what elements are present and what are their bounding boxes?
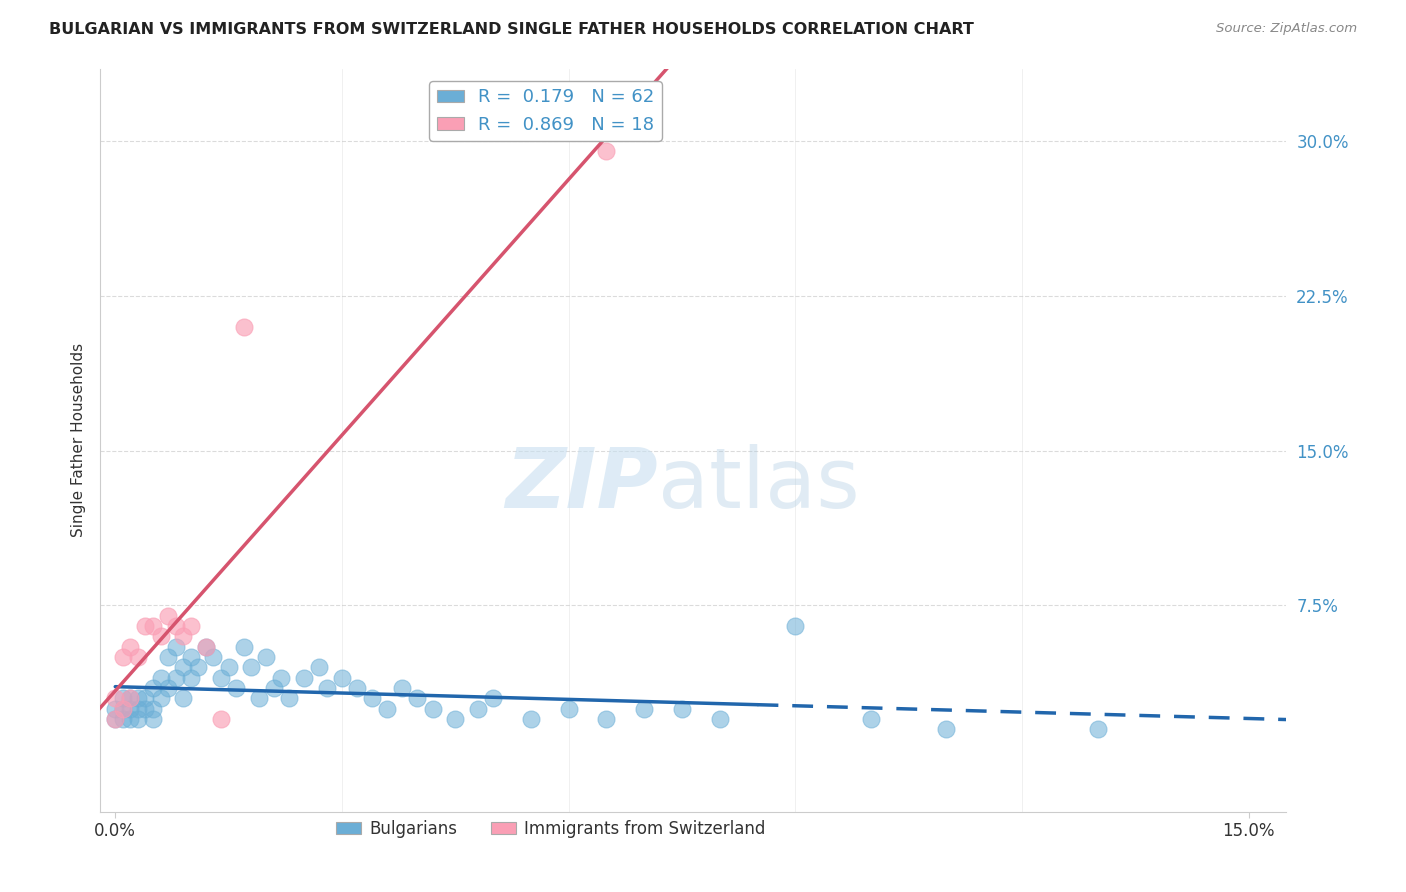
Point [330, 671, 353, 685]
Point [149, 671, 172, 685]
Point [785, 619, 807, 633]
Point [232, 640, 254, 654]
Point [202, 650, 225, 665]
Point [278, 691, 301, 706]
Point [157, 650, 180, 665]
Point [292, 671, 315, 685]
Point [165, 671, 187, 685]
Point [104, 691, 127, 706]
Text: Source: ZipAtlas.com: Source: ZipAtlas.com [1216, 22, 1357, 36]
Point [247, 691, 270, 706]
Point [361, 691, 384, 706]
Point [127, 701, 149, 715]
Point [127, 691, 149, 706]
Point [180, 671, 202, 685]
Point [180, 650, 202, 665]
Point [671, 701, 693, 715]
Point [595, 712, 617, 726]
Point [375, 701, 398, 715]
Point [111, 650, 134, 665]
Point [194, 640, 217, 654]
Y-axis label: Single Father Households: Single Father Households [72, 343, 86, 537]
Point [120, 701, 142, 715]
Point [104, 712, 127, 726]
Point [157, 608, 180, 623]
Point [346, 681, 368, 695]
Legend: Bulgarians, Immigrants from Switzerland: Bulgarians, Immigrants from Switzerland [329, 814, 772, 845]
Point [149, 691, 172, 706]
Point [935, 723, 957, 737]
Point [209, 712, 232, 726]
Point [134, 701, 156, 715]
Point [859, 712, 882, 726]
Point [187, 660, 209, 674]
Text: BULGARIAN VS IMMIGRANTS FROM SWITZERLAND SINGLE FATHER HOUSEHOLDS CORRELATION CH: BULGARIAN VS IMMIGRANTS FROM SWITZERLAND… [49, 22, 974, 37]
Point [1087, 723, 1109, 737]
Point [225, 681, 247, 695]
Point [254, 650, 277, 665]
Point [120, 691, 142, 706]
Point [444, 712, 467, 726]
Point [104, 701, 127, 715]
Point [104, 712, 127, 726]
Point [172, 629, 194, 643]
Point [595, 144, 617, 158]
Text: ZIP: ZIP [505, 444, 658, 525]
Point [406, 691, 429, 706]
Point [142, 619, 165, 633]
Text: atlas: atlas [658, 444, 859, 525]
Point [120, 691, 142, 706]
Point [232, 319, 254, 334]
Point [120, 712, 142, 726]
Point [165, 640, 187, 654]
Point [633, 701, 655, 715]
Point [218, 660, 240, 674]
Point [142, 681, 165, 695]
Point [520, 712, 543, 726]
Point [315, 681, 337, 695]
Point [194, 640, 217, 654]
Point [209, 671, 232, 685]
Point [165, 619, 187, 633]
Point [391, 681, 413, 695]
Point [111, 701, 134, 715]
Point [111, 712, 134, 726]
Point [120, 640, 142, 654]
Point [180, 619, 202, 633]
Point [134, 691, 156, 706]
Point [482, 691, 505, 706]
Point [263, 681, 285, 695]
Point [172, 691, 194, 706]
Point [157, 681, 180, 695]
Point [422, 701, 444, 715]
Point [142, 701, 165, 715]
Point [172, 660, 194, 674]
Point [134, 619, 156, 633]
Point [149, 629, 172, 643]
Point [467, 701, 489, 715]
Point [308, 660, 330, 674]
Point [127, 650, 149, 665]
Point [709, 712, 731, 726]
Point [270, 671, 292, 685]
Point [111, 701, 134, 715]
Point [240, 660, 263, 674]
Point [557, 701, 579, 715]
Point [111, 691, 134, 706]
Point [127, 712, 149, 726]
Point [142, 712, 165, 726]
